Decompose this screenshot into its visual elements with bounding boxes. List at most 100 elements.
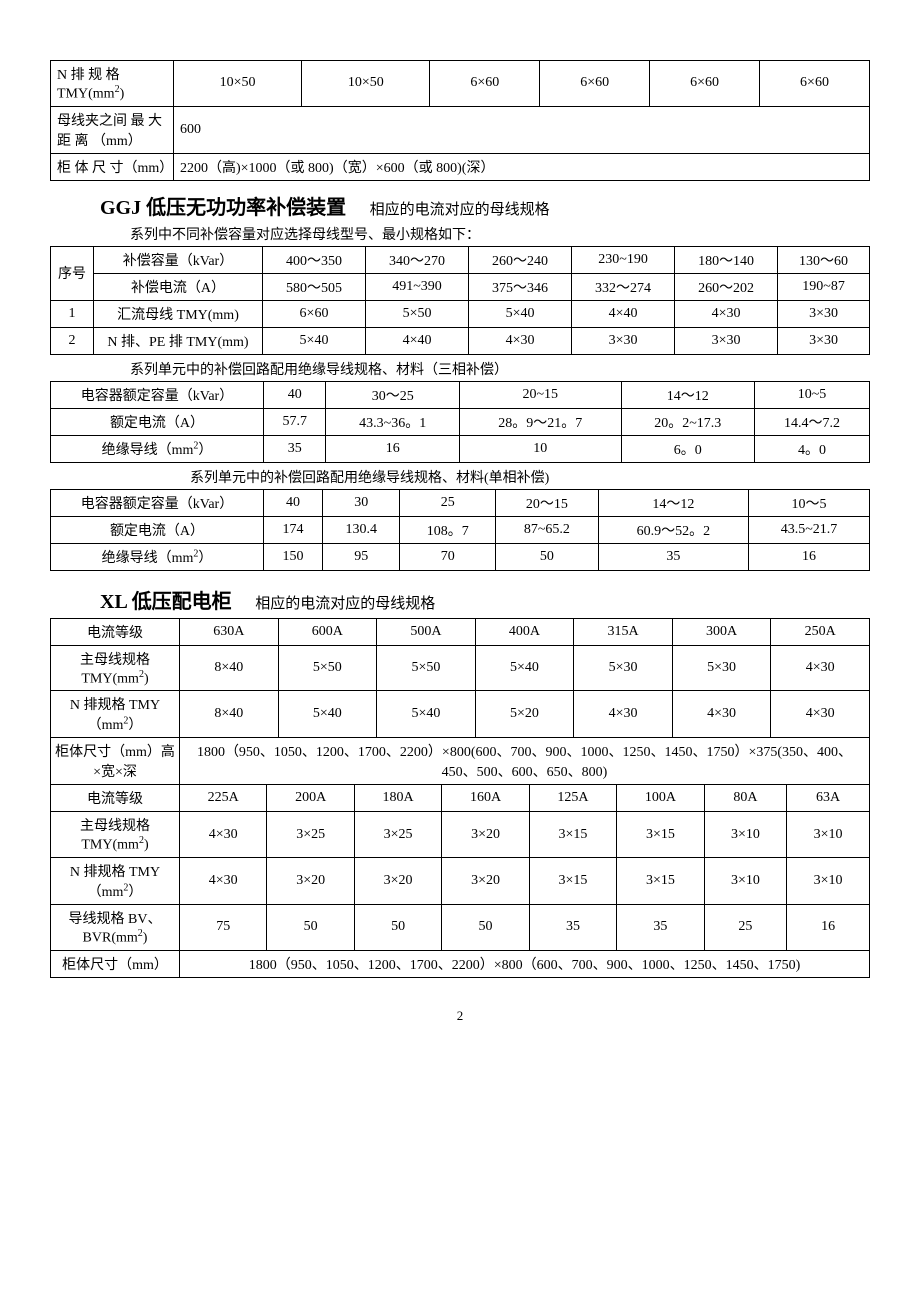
ggj-t2-r3-c3: 10	[459, 435, 621, 462]
ggj-t1-r3-c4: 4×40	[572, 300, 675, 327]
xl-t2-r2-c7: 3×10	[704, 812, 787, 858]
xl-t2-r3-c2: 3×20	[267, 857, 354, 904]
ggj-t1-r3-c6: 3×30	[778, 300, 870, 327]
xl-t1-r3-c6: 4×30	[672, 691, 771, 738]
ggj-t1-r1-c6: 130～60	[778, 246, 870, 273]
ggj-note1: 系列中不同补偿容量对应选择母线型号、最小规格如下：	[130, 224, 870, 244]
ggj-t1-r2-label: 补偿电流（A）	[94, 273, 263, 300]
ggj-t1-r3-c3: 5×40	[469, 300, 572, 327]
ggj-t1-r4-c6: 3×30	[778, 327, 870, 354]
xl-t1-r1-label: 电流等级	[51, 618, 180, 645]
xl-t1-r3-c2: 5×40	[278, 691, 377, 738]
ggj-t2-r2-c2: 43.3~36。1	[326, 408, 459, 435]
ggj-note2: 系列单元中的补偿回路配用绝缘导线规格、材料（三相补偿）	[130, 359, 870, 379]
xl-t2-r3-c3: 3×20	[354, 857, 441, 904]
xl-t1-r1-c6: 300A	[672, 618, 771, 645]
xl-t2-r4-c1: 75	[180, 904, 267, 950]
ggj-t3-r1-c5: 14～12	[598, 489, 748, 516]
xl-t2-r4-c3: 50	[354, 904, 441, 950]
xl-heading: XL 低压配电柜 相应的电流对应的母线规格	[50, 585, 870, 614]
t1-r2-val: 600	[174, 106, 870, 153]
ggj-t1-r3-c5: 4×30	[675, 300, 778, 327]
ggj-heading: GGJ 低压无功功率补偿装置 相应的电流对应的母线规格	[50, 191, 870, 220]
ggj-table3: 电容器额定容量（kVar） 40 30 25 20～15 14～12 10～5 …	[50, 489, 870, 571]
xl-t2-r2-c3: 3×25	[354, 812, 441, 858]
ggj-t2-r1-c5: 10~5	[755, 381, 870, 408]
xl-t1-r1-c2: 600A	[278, 618, 377, 645]
xl-t1-r1-c3: 500A	[377, 618, 476, 645]
t1-r1-label: N 排 规 格 TMY(mm2)	[51, 61, 174, 107]
ggj-t3-r3-c4: 50	[496, 543, 599, 570]
ggj-t1-r3-label: 汇流母线 TMY(mm)	[94, 300, 263, 327]
ggj-t2-r3-c1: 35	[264, 435, 326, 462]
ggj-t3-r3-c1: 150	[264, 543, 323, 570]
xl-t2-r1-c6: 100A	[617, 785, 704, 812]
ggj-t1-r2-c4: 332～274	[572, 273, 675, 300]
xl-t1-r3-label: N 排规格 TMY（mm2）	[51, 691, 180, 738]
xl-t1-r2-c4: 5×40	[475, 645, 574, 691]
xl-t2-r5-label: 柜体尺寸（mm）	[51, 950, 180, 977]
t1-r1-c5: 6×60	[650, 61, 760, 107]
ggj-t1-r3-c1: 6×60	[263, 300, 366, 327]
xl-subtitle: 相应的电流对应的母线规格	[255, 596, 435, 612]
ggj-t2-r2-c3: 28。9～21。7	[459, 408, 621, 435]
xl-title-cn: 低压配电柜	[132, 591, 232, 613]
xl-t2-r3-label: N 排规格 TMY（mm2）	[51, 857, 180, 904]
ggj-t1-r2-c2: 491~390	[366, 273, 469, 300]
xl-t2-r1-c7: 80A	[704, 785, 787, 812]
xl-t1-r3-c3: 5×40	[377, 691, 476, 738]
xl-t2-r3-c4: 3×20	[442, 857, 529, 904]
ggj-t3-r3-c3: 70	[400, 543, 496, 570]
xl-t1-r3-c7: 4×30	[771, 691, 870, 738]
ggj-t3-r1-c3: 25	[400, 489, 496, 516]
ggj-t3-r2-c2: 130.4	[323, 516, 400, 543]
ggj-subtitle: 相应的电流对应的母线规格	[370, 202, 550, 218]
xl-t2-r1-c8: 63A	[787, 785, 870, 812]
t1-r2-label: 母线夹之间 最 大 距 离 （mm）	[51, 106, 174, 153]
ggj-t1-r4-c4: 3×30	[572, 327, 675, 354]
ggj-t1-seq1: 1	[51, 300, 94, 327]
ggj-t2-r2-c4: 20。2~17.3	[621, 408, 754, 435]
ggj-t3-r2-c1: 174	[264, 516, 323, 543]
xl-t1-r2-c1: 8×40	[180, 645, 279, 691]
xl-t2-r4-c2: 50	[267, 904, 354, 950]
ggj-t1-r2-c6: 190~87	[778, 273, 870, 300]
xl-t1-r1-c4: 400A	[475, 618, 574, 645]
ggj-note3: 系列单元中的补偿回路配用绝缘导线规格、材料(单相补偿)	[190, 467, 870, 487]
ggj-t2-r3-label: 绝缘导线（mm2）	[51, 435, 264, 462]
ggj-t2-r2-c5: 14.4～7.2	[755, 408, 870, 435]
xl-t1-r2-c2: 5×50	[278, 645, 377, 691]
ggj-t3-r1-c6: 10～5	[749, 489, 870, 516]
ggj-t3-r2-c3: 108。7	[400, 516, 496, 543]
xl-t2-r1-c4: 160A	[442, 785, 529, 812]
xl-t1-r4-val: 1800（950、1050、1200、1700、2200）×800(600、70…	[180, 738, 870, 785]
xl-t2-r3-c1: 4×30	[180, 857, 267, 904]
ggj-t2-r3-c4: 6。0	[621, 435, 754, 462]
t1-r3-label: 柜 体 尺 寸（mm）	[51, 153, 174, 180]
ggj-t3-r1-c1: 40	[264, 489, 323, 516]
xl-t2-r2-c1: 4×30	[180, 812, 267, 858]
ggj-t2-r2-label: 额定电流（A）	[51, 408, 264, 435]
t1-r1-c2: 10×50	[302, 61, 430, 107]
xl-t1-r3-c4: 5×20	[475, 691, 574, 738]
xl-t2-r4-c8: 16	[787, 904, 870, 950]
ggj-title-cn: 低压无功功率补偿装置	[146, 197, 346, 219]
xl-table2: 电流等级 225A 200A 180A 160A 125A 100A 80A 6…	[50, 784, 870, 977]
page-number: 2	[50, 1008, 870, 1024]
ggj-t2-r2-c1: 57.7	[264, 408, 326, 435]
xl-t2-r1-c3: 180A	[354, 785, 441, 812]
ggj-t1-r4-c5: 3×30	[675, 327, 778, 354]
xl-t1-r1-c5: 315A	[574, 618, 673, 645]
ggj-t1-r2-c1: 580～505	[263, 273, 366, 300]
ggj-title-en: GGJ	[100, 197, 141, 219]
ggj-t1-r4-c2: 4×40	[366, 327, 469, 354]
ggj-t2-r1-label: 电容器额定容量（kVar）	[51, 381, 264, 408]
ggj-t1-r1-c2: 340～270	[366, 246, 469, 273]
ggj-t3-r2-c6: 43.5~21.7	[749, 516, 870, 543]
xl-t2-r2-c4: 3×20	[442, 812, 529, 858]
top-spec-table: N 排 规 格 TMY(mm2) 10×50 10×50 6×60 6×60 6…	[50, 60, 870, 181]
xl-t2-r1-c5: 125A	[529, 785, 616, 812]
ggj-t1-r1-c1: 400～350	[263, 246, 366, 273]
xl-t2-r4-c5: 35	[529, 904, 616, 950]
xl-t2-r4-c7: 25	[704, 904, 787, 950]
